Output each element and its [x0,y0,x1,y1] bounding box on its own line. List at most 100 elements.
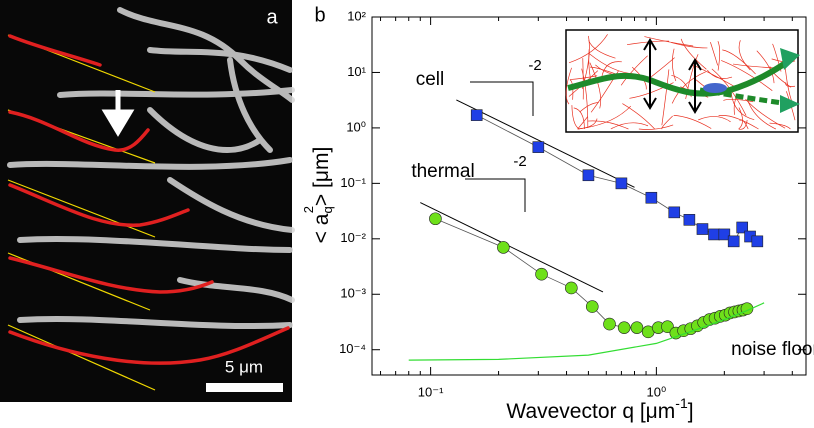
noise-floor-line [408,302,765,361]
network-fiber [769,122,791,130]
data-point [617,321,631,334]
series-label: thermal [411,161,474,182]
y-label-sup: 2 [301,206,316,213]
data-point [470,109,483,121]
scale-bar-label: 5 μm [225,357,263,376]
filament [567,57,792,97]
network-fiber [738,119,748,130]
network-fiber [571,105,580,130]
network-fiber [661,115,673,130]
series-label: cell [416,69,445,90]
network-fiber [622,103,655,130]
network-fiber [723,98,754,103]
plot-frame [371,16,807,376]
slope-label: -2 [528,57,541,74]
x-axis-label: Wavevector q [μm-1] [506,395,693,423]
data-point [497,241,510,254]
y-label-right: > [μm] [310,147,333,206]
panel-label: b [314,4,325,26]
data-point [727,235,740,248]
network-fiber [721,60,773,91]
network-fiber [698,116,731,123]
y-label-left: < a [310,213,333,243]
series-label: noise floor [731,339,814,360]
data-point [751,235,764,248]
x-label-end: ] [688,400,694,423]
network-fiber [661,69,670,126]
network-fiber [651,57,675,78]
network-fiber [680,38,707,70]
network-fiber [577,118,598,130]
network-fiber [722,49,756,75]
connector [435,218,748,334]
inset [565,29,800,133]
network-fiber [589,62,602,109]
scale-bar [206,383,283,392]
data-point [683,214,696,226]
network-fiber [707,69,733,79]
data-point [535,267,548,281]
network-fiber [718,115,759,130]
panel-label: a [266,6,278,28]
x-label-sup: -1 [675,395,688,411]
traced-filaments [8,34,290,365]
fibers [7,7,295,329]
network-fiber [733,63,773,69]
network-fiber [673,115,712,129]
network-fiber [671,71,706,104]
network-fiber [638,124,674,130]
slope-guide [456,99,635,188]
network-fiber [581,68,589,128]
network-fiber [573,107,585,130]
panel-a: 5 μm a [0,0,295,402]
network-fiber [601,61,622,78]
y-axis-label: < aq2> [μm] [301,147,335,244]
network-fiber [644,36,694,47]
data-point [630,321,644,334]
data-point [708,228,720,241]
data-point [429,212,442,226]
data-point [615,177,628,190]
network-fiber [588,40,616,59]
data-point [582,169,595,182]
slope-triangle [465,81,534,212]
y-tick-label: 10⁻¹ [340,175,366,190]
data-point [603,317,616,331]
network-fiber [579,102,599,113]
network-fiber [565,67,572,105]
data-point [736,221,749,234]
data-point [718,228,731,241]
network-fiber [747,100,776,130]
network-fiber [730,94,755,121]
data-point [668,206,681,219]
x-label-text: Wavevector q [μm [506,400,675,423]
data-point [585,300,599,313]
y-tick-label: 10¹ [347,64,366,79]
data-point [661,320,674,334]
network-fiber [590,66,616,75]
network-fiber [569,75,598,80]
y-label-sub: q [320,206,335,213]
network-fiber [710,42,719,66]
data-point [696,223,709,235]
y-tick-label: 10⁻⁴ [339,341,366,356]
data-point [565,281,578,295]
network-fiber [672,48,677,82]
y-tick-label: 10² [347,8,366,23]
arrow-head [780,48,800,113]
network-fiber [588,49,591,80]
network-fiber [717,41,721,71]
network-fiber [738,40,751,71]
x-tick-label: 10⁰ [647,384,667,399]
y-tick-label: 10⁻² [340,230,366,245]
network-fiber [739,119,749,130]
slope-label: -2 [513,153,526,170]
arrows [643,38,702,114]
y-tick-label: 10⁰ [346,119,366,134]
motor [703,83,727,93]
data-point [645,191,658,204]
x-tick-label: 10⁻¹ [418,384,444,399]
y-tick-label: 10⁻³ [340,286,366,301]
arrow [101,90,135,137]
